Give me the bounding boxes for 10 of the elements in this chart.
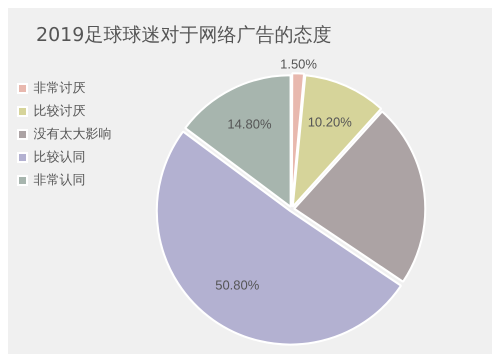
legend-label: 比较讨厌 <box>34 104 86 119</box>
chart-title: 2019足球球迷对于网络广告的态度 <box>35 23 332 48</box>
legend-label: 比较认同 <box>34 150 86 165</box>
data-label: 50.80% <box>215 278 260 293</box>
legend-label: 没有太大影响 <box>34 126 112 142</box>
legend-label: 非常认同 <box>34 172 86 188</box>
legend-label: 非常讨厌 <box>34 80 86 96</box>
data-label: 1.50% <box>280 56 318 72</box>
data-label: 10.20% <box>308 114 352 130</box>
data-label: 14.80% <box>227 116 272 132</box>
